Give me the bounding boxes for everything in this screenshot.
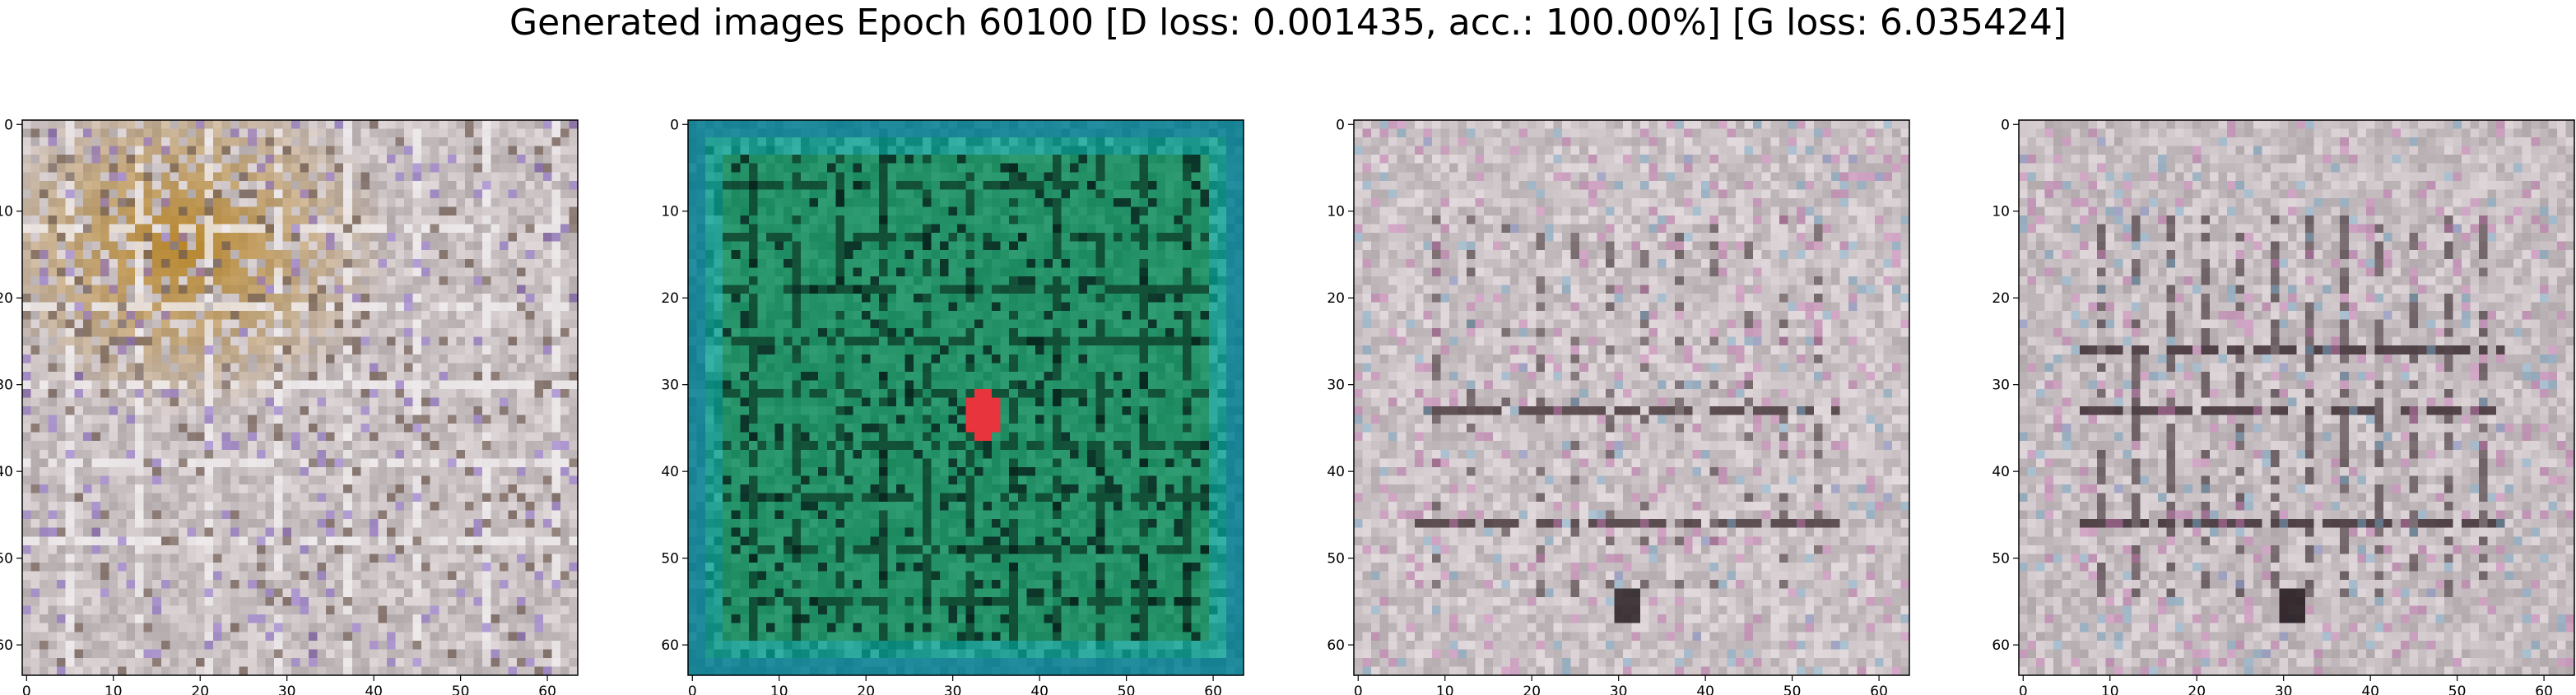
panel-3: 0 10 20 30 40 50 60 0 10 20 30 40 50 60 xyxy=(1327,117,1910,695)
y-tick-label: 0 xyxy=(2001,117,2010,133)
y-tick-label: 20 xyxy=(1992,290,2010,307)
y-tick-label: 20 xyxy=(0,290,13,307)
y-tick-label: 50 xyxy=(0,551,13,568)
x-tick-label: 40 xyxy=(2361,683,2379,695)
x-tick-label: 50 xyxy=(1118,683,1136,695)
x-tick-label: 60 xyxy=(1204,683,1222,695)
x-tick-label: 50 xyxy=(452,683,470,695)
figure-title: Generated images Epoch 60100 [D loss: 0.… xyxy=(509,2,2067,44)
x-tick-label: 10 xyxy=(105,683,123,695)
x-tick-label: 20 xyxy=(1523,683,1541,695)
x-tick-label: 20 xyxy=(191,683,209,695)
panel-1: 0 10 20 30 40 50 60 0 10 20 30 40 50 60 xyxy=(0,117,579,695)
axes-frame xyxy=(687,119,1244,676)
y-tick-label: 40 xyxy=(1992,464,2010,480)
x-tick-label: 20 xyxy=(857,683,875,695)
x-tick-label: 40 xyxy=(1030,683,1049,695)
y-tick-label: 50 xyxy=(661,551,679,568)
generated-image-3 xyxy=(1354,120,1910,676)
generated-image-2 xyxy=(688,120,1244,676)
y-tick-label: 30 xyxy=(1992,378,2010,394)
y-tick-label: 30 xyxy=(661,378,679,394)
x-tick-label: 0 xyxy=(2019,683,2028,695)
y-tick-label: 60 xyxy=(0,637,13,654)
y-tick-label: 0 xyxy=(4,117,13,133)
axes-frame xyxy=(21,119,579,676)
x-tick-label: 60 xyxy=(2535,683,2553,695)
x-tick-label: 30 xyxy=(1610,683,1628,695)
y-tick-label: 10 xyxy=(1992,204,2010,220)
y-tick-label: 10 xyxy=(1327,204,1345,220)
y-tick-label: 10 xyxy=(661,204,679,220)
y-tick-label: 20 xyxy=(1327,290,1345,307)
x-tick-label: 0 xyxy=(22,683,31,695)
axes-frame xyxy=(2018,119,2575,676)
y-tick-label: 60 xyxy=(661,637,679,654)
x-tick-label: 60 xyxy=(538,683,556,695)
y-tick-label: 30 xyxy=(0,378,13,394)
generated-image-4 xyxy=(2019,120,2575,676)
axes-frame xyxy=(1353,119,1910,676)
y-tick-label: 40 xyxy=(661,464,679,480)
x-tick-label: 40 xyxy=(1696,683,1714,695)
x-tick-label: 0 xyxy=(1354,683,1363,695)
y-tick-label: 0 xyxy=(1336,117,1345,133)
x-tick-label: 10 xyxy=(2101,683,2119,695)
y-tick-label: 30 xyxy=(1327,378,1345,394)
x-tick-label: 50 xyxy=(1783,683,1802,695)
y-tick-label: 20 xyxy=(661,290,679,307)
y-tick-label: 40 xyxy=(0,464,13,480)
x-tick-label: 30 xyxy=(278,683,296,695)
y-tick-label: 0 xyxy=(670,117,679,133)
y-tick-label: 50 xyxy=(1327,551,1345,568)
y-tick-label: 60 xyxy=(1992,637,2010,654)
x-tick-label: 50 xyxy=(2448,683,2467,695)
x-tick-label: 30 xyxy=(944,683,962,695)
y-tick-label: 10 xyxy=(0,204,13,220)
x-tick-label: 30 xyxy=(2275,683,2293,695)
x-tick-label: 0 xyxy=(688,683,697,695)
x-tick-label: 40 xyxy=(365,683,383,695)
panel-2: 0 10 20 30 40 50 60 0 10 20 30 40 50 60 xyxy=(661,117,1244,695)
y-tick-label: 50 xyxy=(1992,551,2010,568)
x-tick-label: 10 xyxy=(770,683,788,695)
x-tick-label: 10 xyxy=(1436,683,1454,695)
generated-image-1 xyxy=(22,120,579,676)
y-tick-label: 60 xyxy=(1327,637,1345,654)
x-tick-label: 20 xyxy=(2188,683,2206,695)
x-tick-label: 60 xyxy=(1870,683,1888,695)
y-tick-label: 40 xyxy=(1327,464,1345,480)
panel-4: 0 10 20 30 40 50 60 0 10 20 30 40 50 60 xyxy=(1992,117,2575,695)
